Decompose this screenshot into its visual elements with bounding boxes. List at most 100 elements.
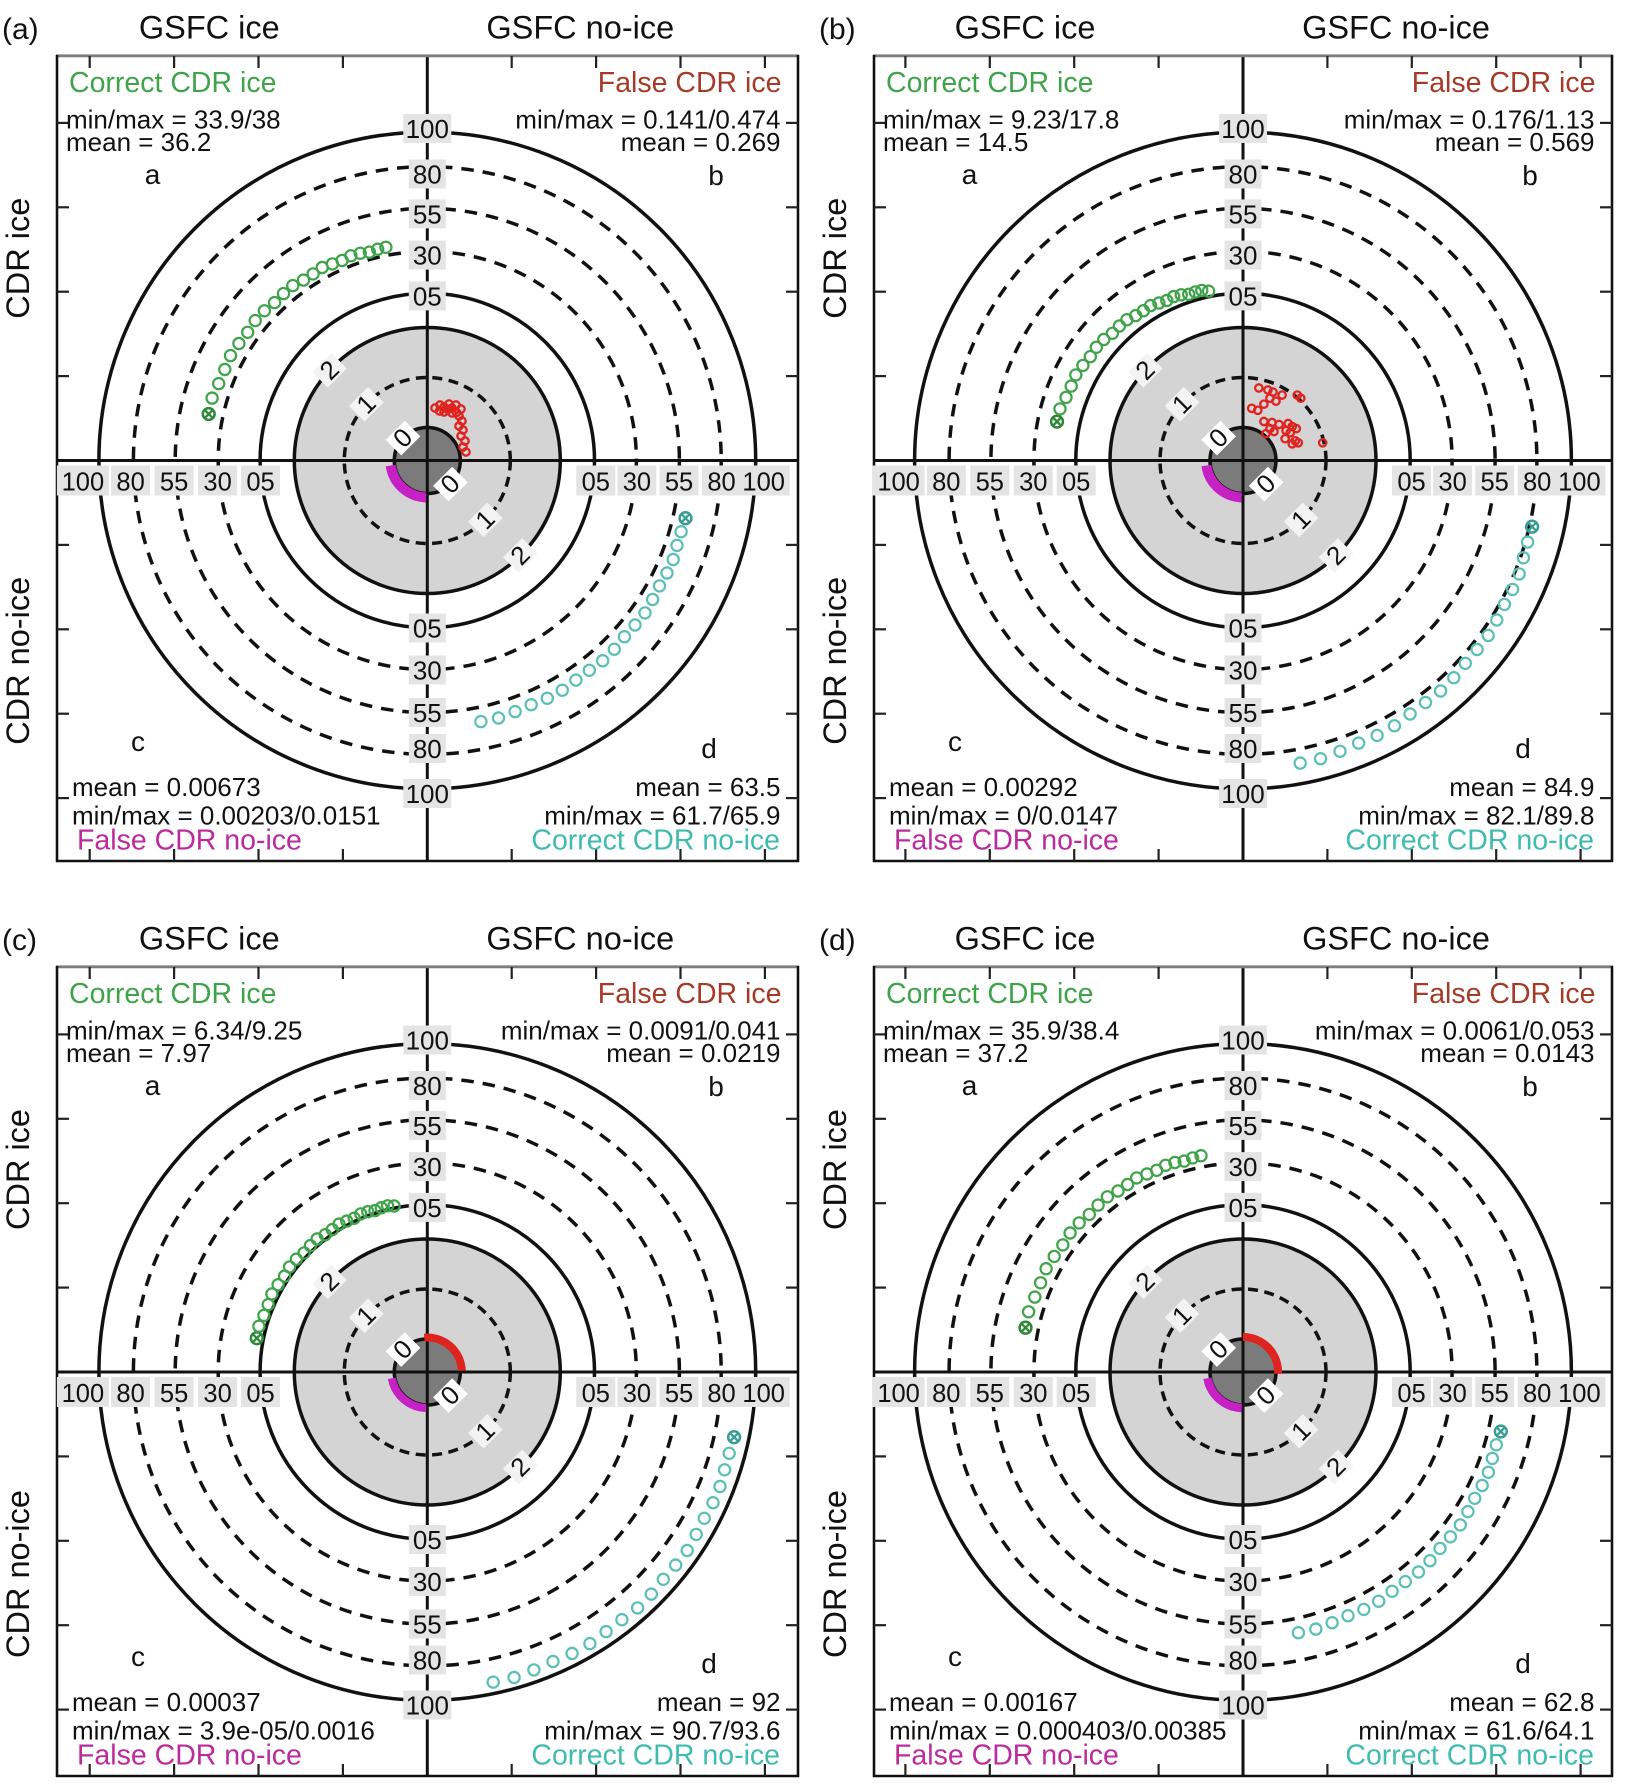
- svg-text:False CDR no-ice: False CDR no-ice: [894, 1740, 1119, 1772]
- svg-text:80: 80: [932, 469, 960, 497]
- svg-text:min/max = 0.000403/0.00385: min/max = 0.000403/0.00385: [889, 1716, 1227, 1746]
- svg-text:55: 55: [665, 469, 693, 497]
- svg-text:min/max = 33.9/38: min/max = 33.9/38: [66, 105, 281, 135]
- svg-text:80: 80: [707, 469, 735, 497]
- svg-text:80: 80: [116, 1380, 144, 1408]
- svg-text:min/max = 61.7/65.9: min/max = 61.7/65.9: [544, 801, 780, 831]
- svg-text:False CDR ice: False CDR ice: [1412, 67, 1596, 99]
- svg-text:55: 55: [1229, 199, 1258, 229]
- svg-text:GSFC ice: GSFC ice: [139, 921, 280, 957]
- svg-text:55: 55: [1481, 1380, 1509, 1408]
- svg-text:55: 55: [413, 1111, 442, 1141]
- svg-text:05: 05: [413, 1193, 442, 1223]
- svg-text:05: 05: [1062, 1380, 1090, 1408]
- svg-text:False CDR ice: False CDR ice: [1412, 978, 1596, 1010]
- svg-text:05: 05: [413, 1525, 442, 1555]
- svg-text:05: 05: [1062, 469, 1090, 497]
- svg-text:80: 80: [1523, 1380, 1551, 1408]
- svg-text:d: d: [701, 733, 717, 764]
- svg-text:80: 80: [413, 160, 442, 190]
- svg-text:mean = 63.5: mean = 63.5: [635, 772, 780, 802]
- svg-text:mean = 0.0219: mean = 0.0219: [606, 1038, 780, 1068]
- svg-text:b: b: [708, 160, 724, 191]
- svg-text:Correct CDR no-ice: Correct CDR no-ice: [531, 825, 780, 857]
- svg-text:05: 05: [1229, 281, 1258, 311]
- svg-text:30: 30: [413, 1152, 442, 1182]
- svg-text:c: c: [948, 1641, 962, 1672]
- svg-text:CDR ice: CDR ice: [0, 198, 36, 319]
- svg-text:min/max = 0.176/1.13: min/max = 0.176/1.13: [1344, 105, 1595, 135]
- svg-text:False CDR no-ice: False CDR no-ice: [77, 1740, 302, 1772]
- svg-text:100: 100: [1221, 1026, 1264, 1056]
- svg-text:30: 30: [413, 1567, 442, 1597]
- svg-text:100: 100: [406, 114, 449, 144]
- svg-text:05: 05: [1397, 469, 1425, 497]
- svg-text:30: 30: [413, 656, 442, 686]
- svg-text:55: 55: [1229, 698, 1258, 728]
- svg-text:30: 30: [413, 241, 442, 271]
- svg-text:c: c: [131, 1641, 145, 1672]
- svg-text:05: 05: [1397, 1380, 1425, 1408]
- svg-text:05: 05: [582, 469, 610, 497]
- svg-text:55: 55: [976, 469, 1004, 497]
- svg-text:55: 55: [1229, 1610, 1258, 1640]
- svg-text:mean = 0.269: mean = 0.269: [621, 127, 781, 157]
- svg-text:100: 100: [62, 1380, 105, 1408]
- svg-text:b: b: [1522, 160, 1538, 191]
- svg-text:CDR ice: CDR ice: [817, 1109, 853, 1230]
- svg-text:55: 55: [665, 1380, 693, 1408]
- svg-text:False CDR no-ice: False CDR no-ice: [77, 825, 302, 857]
- svg-text:100: 100: [406, 1026, 449, 1056]
- svg-text:80: 80: [707, 1380, 735, 1408]
- svg-text:55: 55: [413, 698, 442, 728]
- svg-text:min/max = 90.7/93.6: min/max = 90.7/93.6: [544, 1716, 780, 1746]
- svg-text:GSFC no-ice: GSFC no-ice: [1302, 921, 1490, 957]
- svg-text:05: 05: [582, 1380, 610, 1408]
- svg-text:30: 30: [623, 1380, 651, 1408]
- svg-text:100: 100: [1221, 779, 1264, 809]
- svg-text:mean = 62.8: mean = 62.8: [1449, 1687, 1594, 1717]
- svg-text:GSFC no-ice: GSFC no-ice: [486, 10, 674, 46]
- svg-text:min/max = 6.34/9.25: min/max = 6.34/9.25: [66, 1016, 302, 1046]
- svg-text:a: a: [962, 159, 978, 190]
- svg-text:100: 100: [1221, 114, 1264, 144]
- svg-text:55: 55: [1229, 1111, 1258, 1141]
- svg-text:min/max = 0.141/0.474: min/max = 0.141/0.474: [515, 105, 780, 135]
- svg-text:mean = 36.2: mean = 36.2: [66, 127, 211, 157]
- svg-text:30: 30: [623, 469, 651, 497]
- svg-text:GSFC ice: GSFC ice: [139, 10, 280, 46]
- svg-text:c: c: [948, 726, 962, 757]
- svg-text:80: 80: [116, 469, 144, 497]
- svg-text:80: 80: [1229, 734, 1258, 764]
- svg-text:30: 30: [1019, 1380, 1047, 1408]
- svg-text:05: 05: [1229, 614, 1258, 644]
- svg-text:100: 100: [877, 1380, 920, 1408]
- svg-text:30: 30: [1019, 469, 1047, 497]
- svg-text:55: 55: [160, 1380, 188, 1408]
- svg-text:80: 80: [1229, 160, 1258, 190]
- svg-text:mean = 14.5: mean = 14.5: [883, 127, 1028, 157]
- svg-text:30: 30: [1229, 656, 1258, 686]
- svg-text:55: 55: [413, 1610, 442, 1640]
- svg-text:mean = 92: mean = 92: [657, 1687, 781, 1717]
- svg-text:min/max = 61.6/64.1: min/max = 61.6/64.1: [1358, 1716, 1594, 1746]
- svg-text:CDR ice: CDR ice: [0, 1109, 36, 1230]
- svg-text:d: d: [701, 1648, 717, 1679]
- svg-text:min/max = 0/0.0147: min/max = 0/0.0147: [889, 801, 1118, 831]
- svg-text:Correct CDR ice: Correct CDR ice: [69, 978, 276, 1010]
- svg-text:(c): (c): [2, 924, 37, 957]
- svg-text:(a): (a): [2, 13, 39, 46]
- svg-text:mean = 0.00037: mean = 0.00037: [72, 1687, 261, 1717]
- svg-text:30: 30: [1229, 1152, 1258, 1182]
- svg-text:False CDR no-ice: False CDR no-ice: [894, 825, 1119, 857]
- svg-text:GSFC ice: GSFC ice: [955, 921, 1096, 957]
- svg-text:min/max = 0.0091/0.041: min/max = 0.0091/0.041: [501, 1016, 781, 1046]
- svg-text:Correct CDR ice: Correct CDR ice: [886, 67, 1093, 99]
- svg-text:30: 30: [1438, 469, 1466, 497]
- svg-text:55: 55: [1481, 469, 1509, 497]
- svg-text:30: 30: [203, 1380, 231, 1408]
- svg-text:55: 55: [413, 199, 442, 229]
- svg-text:05: 05: [1229, 1193, 1258, 1223]
- svg-text:c: c: [131, 726, 145, 757]
- svg-text:CDR no-ice: CDR no-ice: [0, 1490, 36, 1658]
